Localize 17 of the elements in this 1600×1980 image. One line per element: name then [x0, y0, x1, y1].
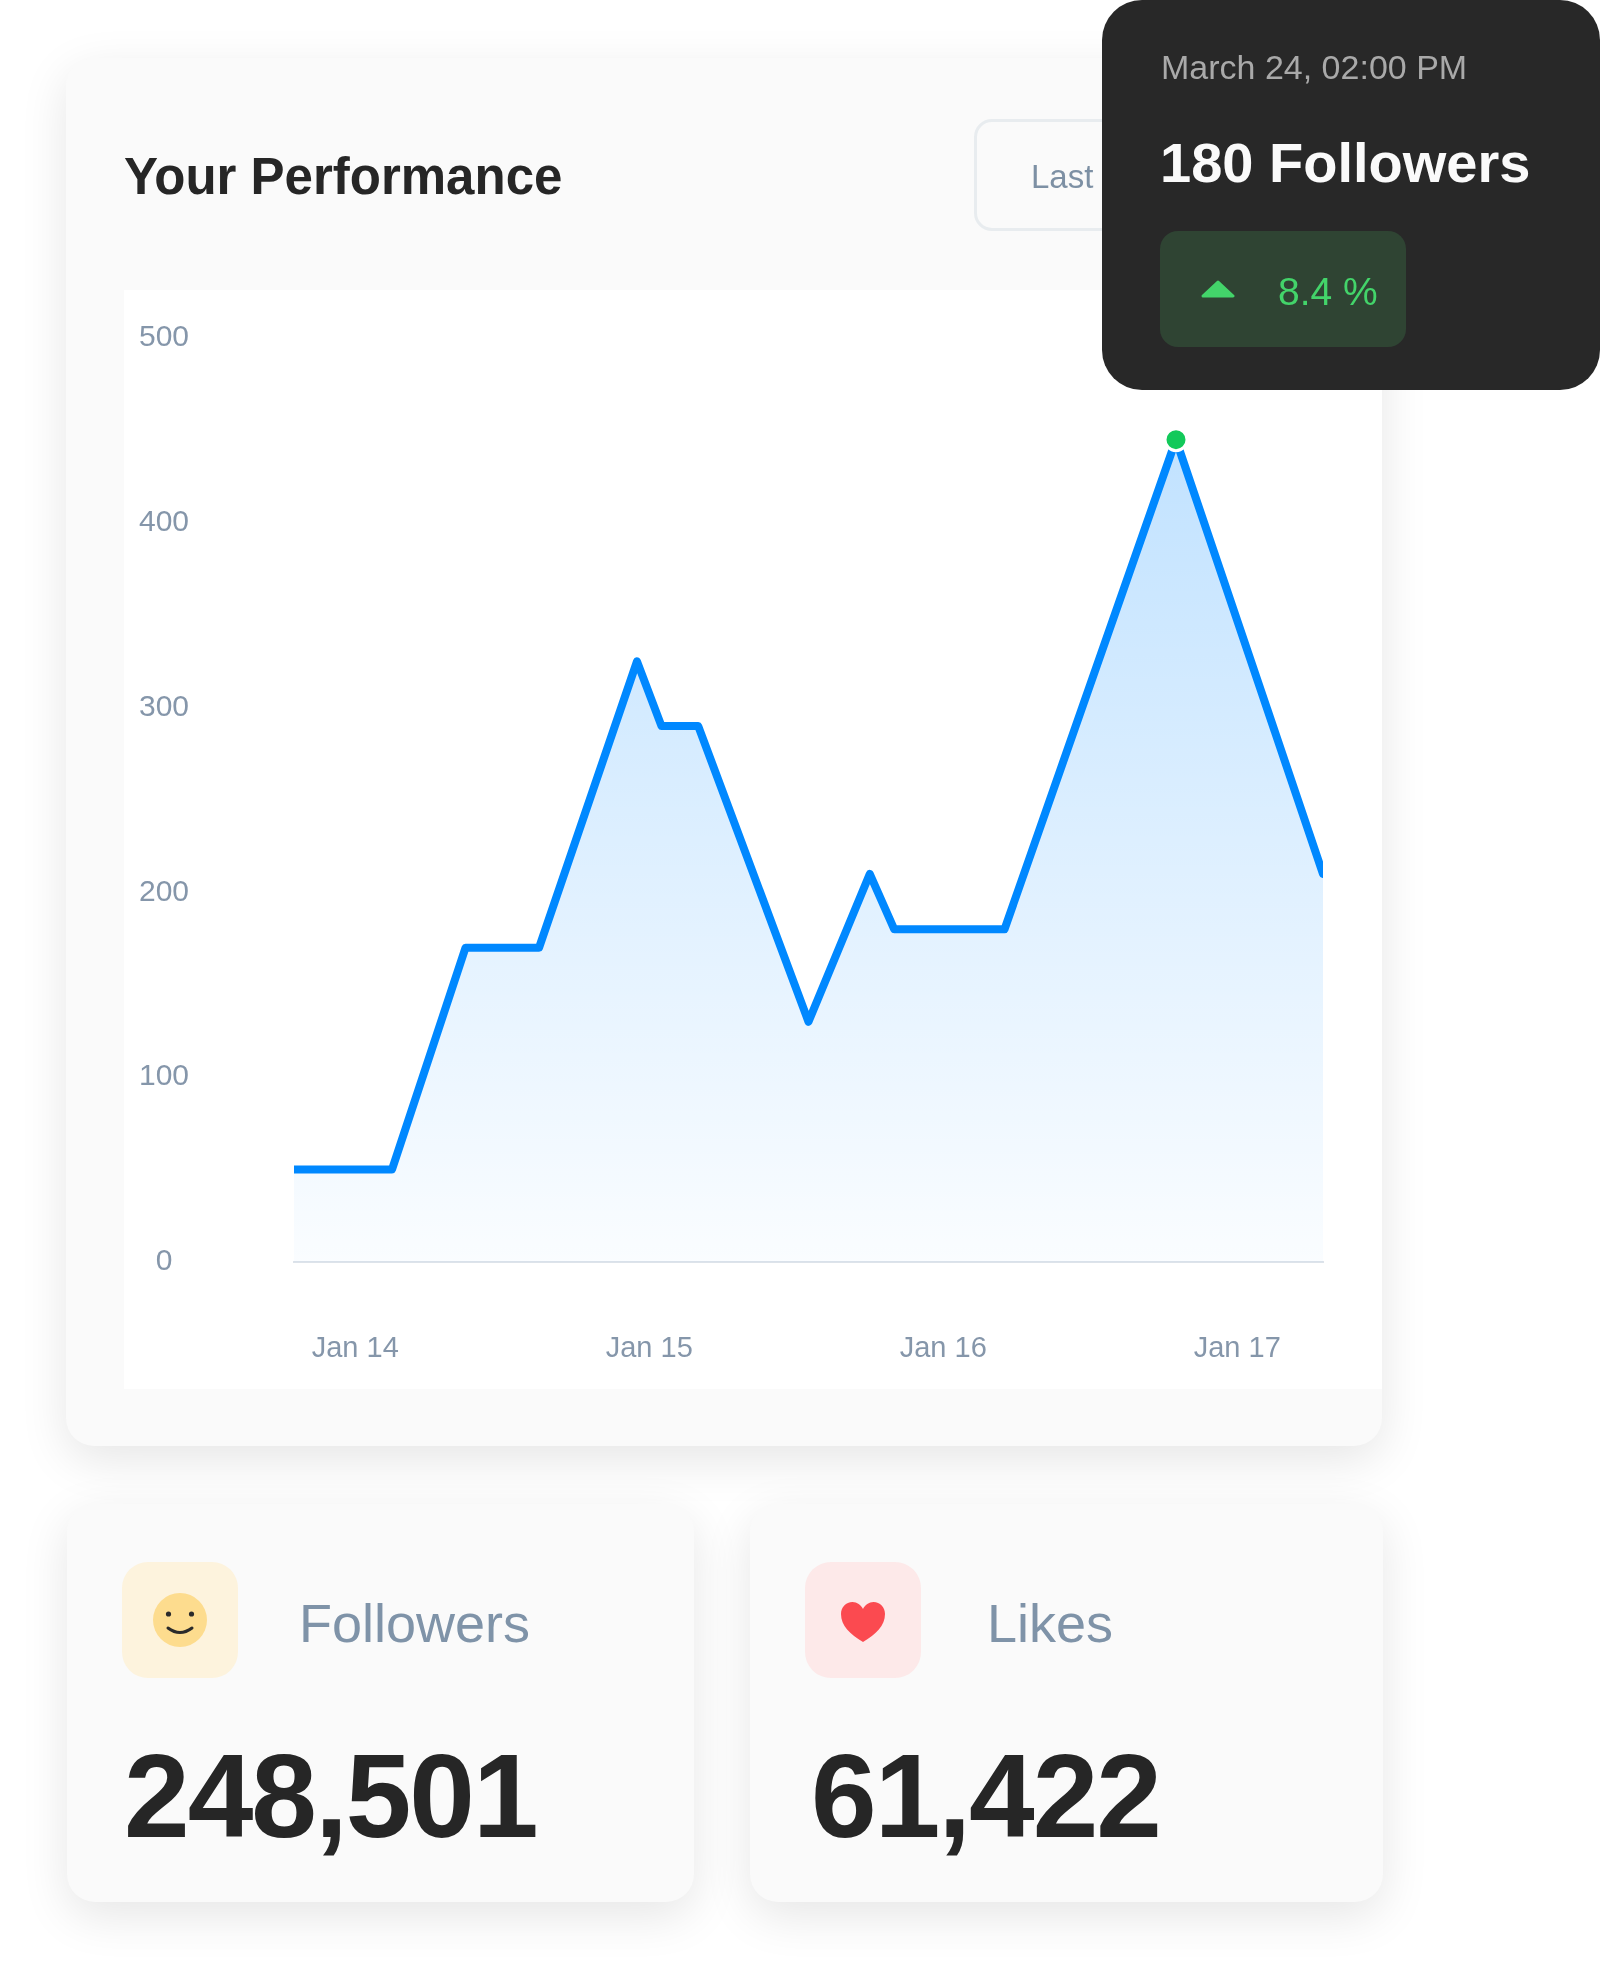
chart-title: Your Performance [124, 148, 563, 205]
text: Likes [987, 1593, 1114, 1653]
x-tick-label: Jan 15 [605, 1331, 693, 1364]
text: 61,422 [811, 1730, 1160, 1862]
x-tick-label: Jan 14 [311, 1331, 399, 1364]
y-tick-label: 300 [138, 688, 189, 722]
x-tick-label: Jan 16 [899, 1331, 987, 1364]
text: 248,501 [124, 1730, 537, 1862]
y-tick-label: 400 [138, 504, 189, 538]
y-tick-label: 200 [138, 873, 189, 907]
tooltip: March 24, 02:00 PM 180 Followers 8.4 % [1102, 0, 1600, 390]
x-tick-label: Jan 17 [1193, 1331, 1281, 1364]
y-tick-label: 0 [155, 1243, 173, 1277]
y-tick-label: 500 [138, 319, 189, 353]
y-tick-label: 100 [138, 1058, 189, 1092]
badge: 8.4 % [1160, 231, 1406, 347]
text: Followers [299, 1593, 531, 1653]
